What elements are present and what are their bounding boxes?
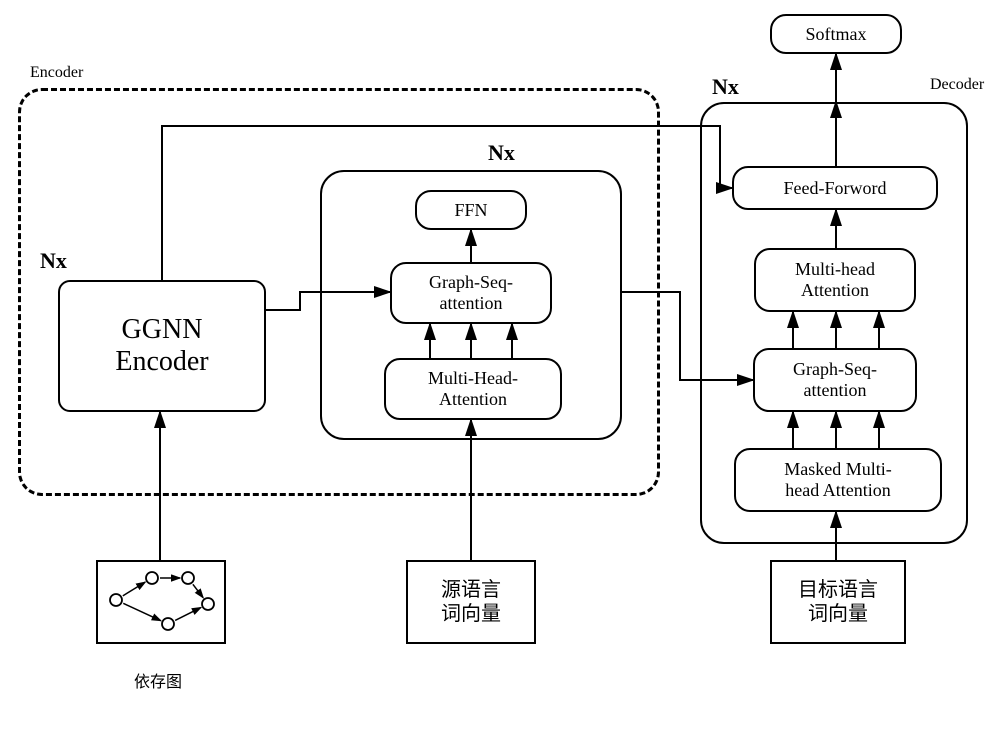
enc-graph-seq-block: Graph-Seq-attention bbox=[390, 262, 552, 324]
dep-graph-caption: 依存图 bbox=[134, 668, 182, 692]
decoder-label: Decoder bbox=[930, 76, 984, 94]
enc-mha-text: Multi-Head-Attention bbox=[428, 368, 518, 409]
feed-forward-block: Feed-Forword bbox=[732, 166, 938, 210]
dec-mha-block: Multi-headAttention bbox=[754, 248, 916, 312]
ggnn-encoder-block: GGNNEncoder bbox=[58, 280, 266, 412]
encoder-label: Encoder bbox=[30, 64, 83, 82]
dep-graph-box bbox=[96, 560, 226, 644]
softmax-text: Softmax bbox=[806, 24, 867, 45]
nx-label-3: Nx bbox=[712, 74, 739, 100]
enc-graph-seq-text: Graph-Seq-attention bbox=[429, 272, 513, 313]
feed-forward-text: Feed-Forword bbox=[784, 178, 887, 199]
src-vec-text: 源语言词向量 bbox=[441, 578, 501, 626]
dec-graph-seq-text: Graph-Seq-attention bbox=[793, 359, 877, 400]
src-vec-block: 源语言词向量 bbox=[406, 560, 536, 644]
ggnn-encoder-text: GGNNEncoder bbox=[115, 314, 208, 378]
enc-mha-block: Multi-Head-Attention bbox=[384, 358, 562, 420]
softmax-block: Softmax bbox=[770, 14, 902, 54]
ffn-block: FFN bbox=[415, 190, 527, 230]
dec-mha-text: Multi-headAttention bbox=[795, 259, 875, 300]
masked-mha-text: Masked Multi-head Attention bbox=[784, 459, 892, 500]
diagram-canvas: Encoder Decoder Nx Nx Nx GGNNEncoder FFN… bbox=[0, 0, 1000, 737]
tgt-vec-block: 目标语言词向量 bbox=[770, 560, 906, 644]
ffn-text: FFN bbox=[454, 200, 487, 221]
dec-graph-seq-block: Graph-Seq-attention bbox=[753, 348, 917, 412]
masked-mha-block: Masked Multi-head Attention bbox=[734, 448, 942, 512]
tgt-vec-text: 目标语言词向量 bbox=[798, 578, 878, 626]
